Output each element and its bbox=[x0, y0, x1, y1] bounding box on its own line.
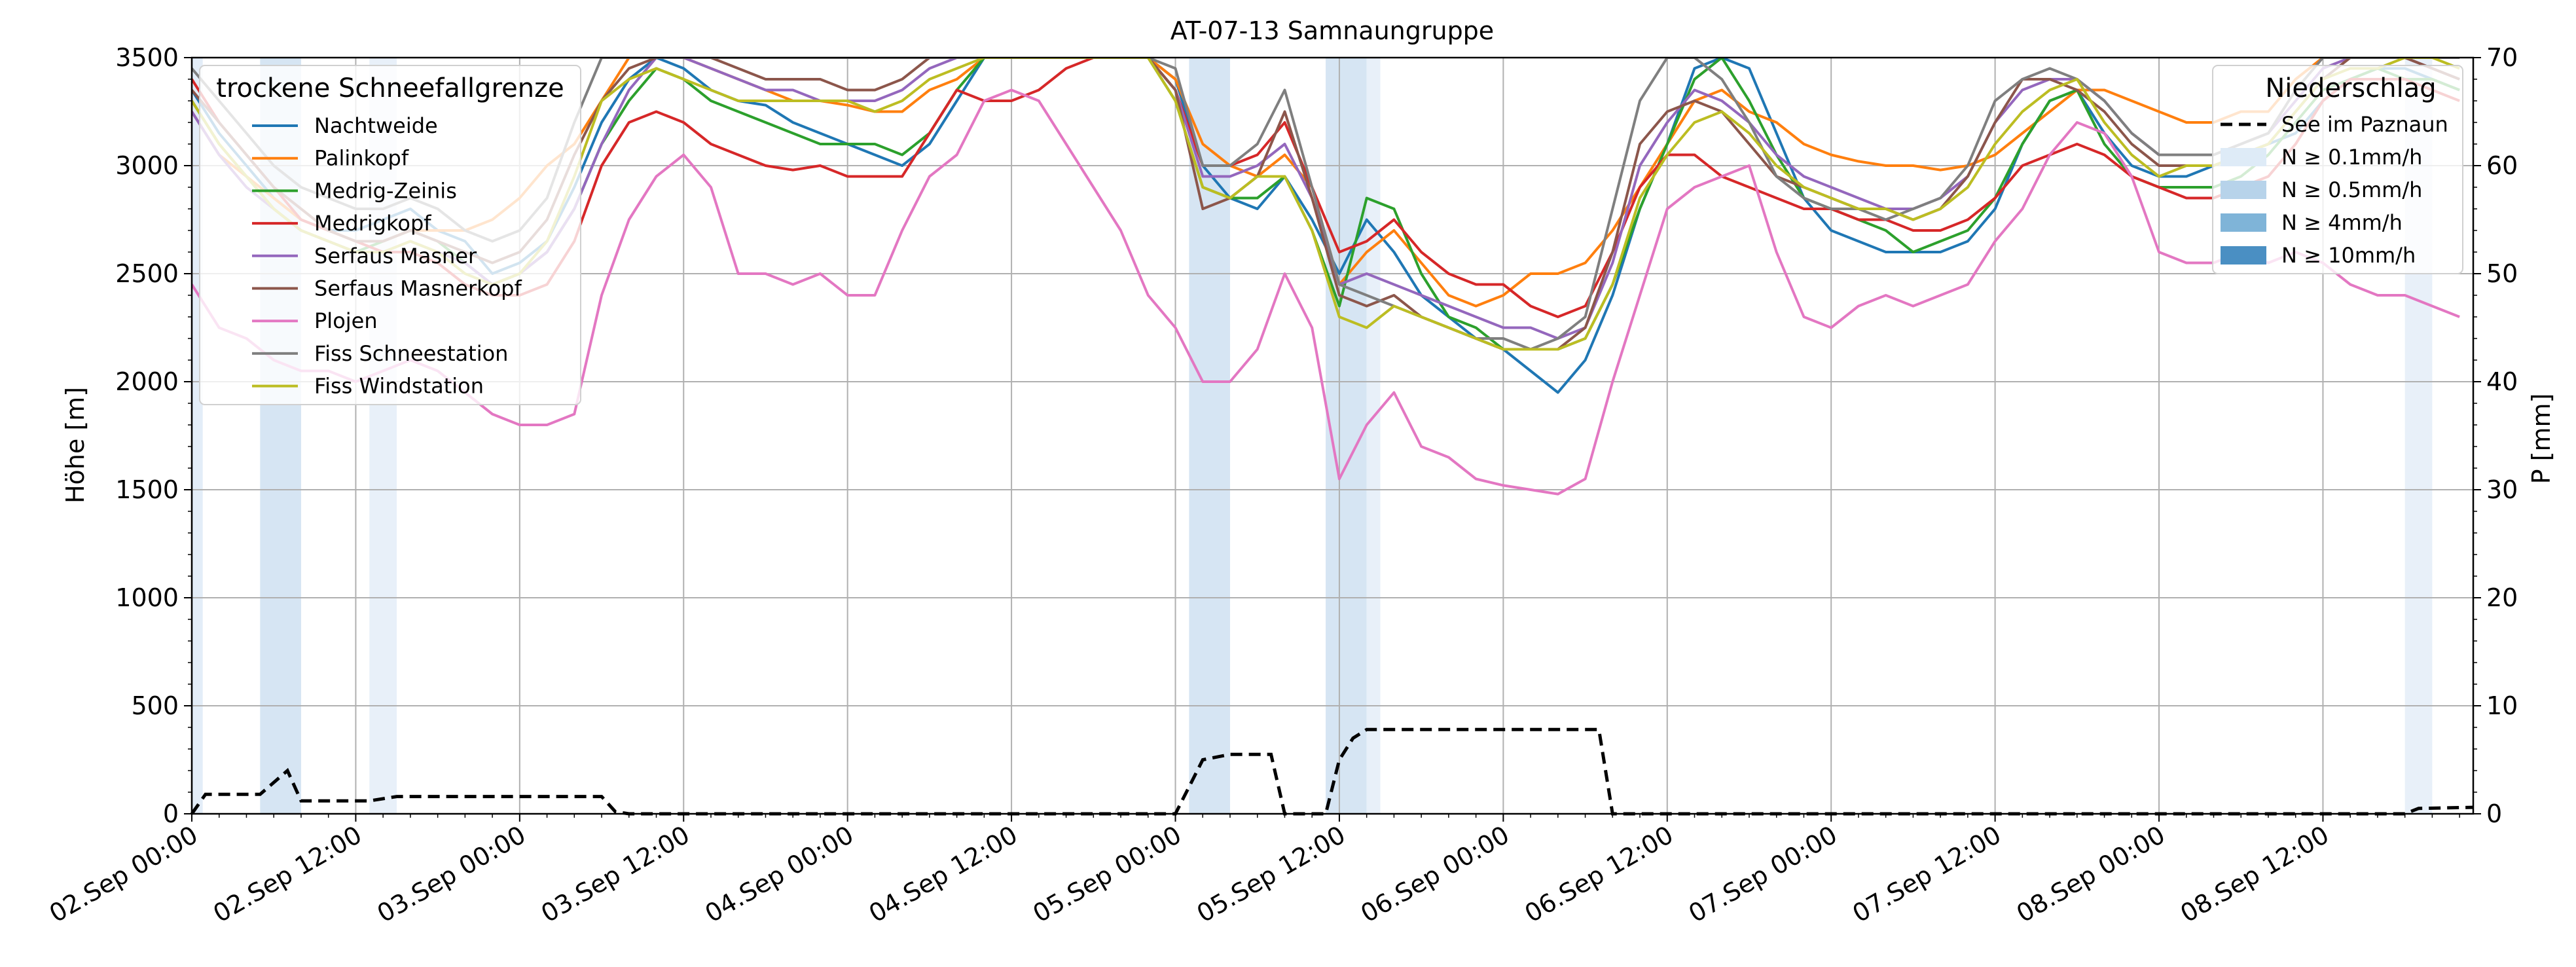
y2-tick-label: 10 bbox=[2486, 691, 2518, 720]
legend-swatch bbox=[2221, 181, 2266, 199]
y-axis-label: Höhe [m] bbox=[61, 387, 90, 503]
y2-axis-label: P [mm] bbox=[2527, 393, 2556, 484]
y-tick-label: 1000 bbox=[115, 583, 179, 612]
precip-band bbox=[1366, 58, 1381, 814]
legend-item-label: Nachtweide bbox=[314, 113, 438, 138]
chart-title: AT-07-13 Samnaungruppe bbox=[1170, 16, 1494, 45]
y-tick-label: 2000 bbox=[115, 367, 179, 396]
precip-line-see-im-paznaun bbox=[190, 727, 2474, 816]
precip-line-layer bbox=[190, 727, 2474, 816]
y2-tick-label: 30 bbox=[2486, 475, 2518, 504]
legend-swatch bbox=[2221, 246, 2266, 265]
y2-tick-label: 40 bbox=[2486, 367, 2518, 396]
y-tick-label: 1500 bbox=[115, 475, 179, 504]
legend-item-label: N ≥ 0.1mm/h bbox=[2281, 145, 2422, 170]
y-tick-label: 0 bbox=[163, 799, 179, 828]
legend-item-label: N ≥ 0.5mm/h bbox=[2281, 177, 2422, 202]
y2-tick-label: 70 bbox=[2486, 43, 2518, 72]
legend-swatch bbox=[2221, 148, 2266, 166]
y-tick-label: 3000 bbox=[115, 151, 179, 180]
legend-item-label: Serfaus Masner bbox=[314, 244, 477, 268]
legend-item-label: Medrig-Zeinis bbox=[314, 178, 457, 203]
legend-item-label: Medrigkopf bbox=[314, 211, 431, 236]
legend-item-label: Fiss Windstation bbox=[314, 374, 484, 399]
y-tick-label: 2500 bbox=[115, 259, 179, 288]
legend-item-label: N ≥ 4mm/h bbox=[2281, 210, 2403, 235]
legend-item-label: Fiss Schneestation bbox=[314, 341, 508, 366]
legend-item-label: N ≥ 10mm/h bbox=[2281, 243, 2416, 268]
legend-precipitation: Niederschlag See im Paznaun N ≥ 0.1mm/h N ≥… bbox=[2212, 65, 2463, 274]
legend-right-title: Niederschlag bbox=[2265, 73, 2436, 103]
legend-item-label: Palinkopf bbox=[314, 146, 409, 171]
legend-right-box bbox=[2212, 65, 2463, 274]
legend-item-label: See im Paznaun bbox=[2281, 112, 2448, 137]
plot-frame bbox=[190, 56, 2475, 815]
legend-item-label: Serfaus Masnerkopf bbox=[314, 276, 522, 301]
y2-tick-label: 20 bbox=[2486, 583, 2518, 612]
y2-tick-label: 50 bbox=[2486, 259, 2518, 288]
precip-bands bbox=[192, 58, 2433, 814]
y2-tick-label: 60 bbox=[2486, 151, 2518, 180]
legend-left-title: trockene Schneefallgrenze bbox=[216, 73, 564, 103]
series-line-plojen bbox=[192, 88, 2460, 496]
y-tick-label: 500 bbox=[131, 691, 179, 720]
y2-tick-label: 0 bbox=[2486, 799, 2502, 828]
y-tick-label: 3500 bbox=[115, 43, 179, 72]
legend-swatch bbox=[2221, 213, 2266, 232]
legend-snowline: trockene Schneefallgrenze Nachtweide Palin… bbox=[199, 65, 581, 405]
legend-item-label: Plojen bbox=[314, 308, 378, 333]
